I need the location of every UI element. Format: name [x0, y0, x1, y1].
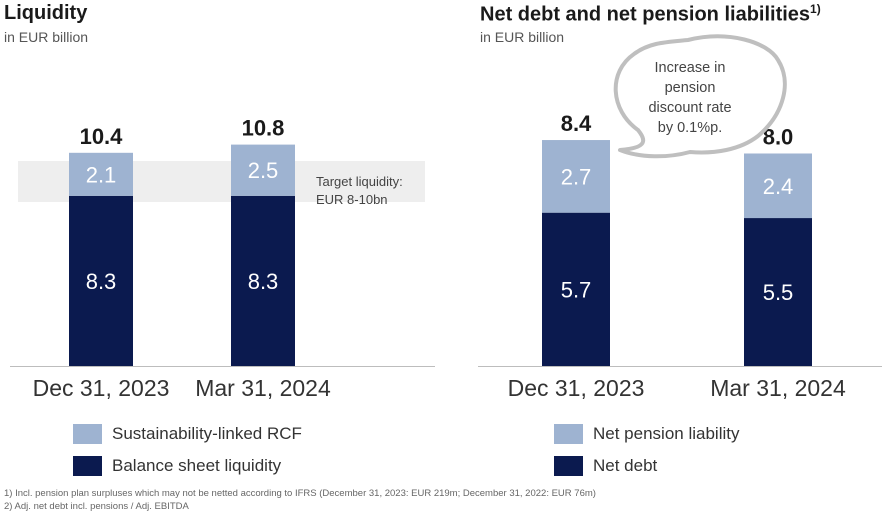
- callout-line-2: pension: [665, 80, 716, 96]
- footnote-2: 2) Adj. net debt incl. pensions / Adj. E…: [4, 501, 189, 512]
- value-label-pension-1: 2.7: [561, 164, 592, 189]
- target-band-label-2: EUR 8-10bn: [316, 192, 388, 207]
- legend-label-net-debt: Net debt: [593, 456, 658, 475]
- bar-rcf-1: [69, 152, 133, 196]
- callout-line-4: by 0.1%p.: [658, 120, 723, 136]
- net-debt-title-text: Net debt and net pension liabilities: [480, 3, 811, 26]
- legend-swatch-rcf: [73, 424, 102, 444]
- bar-rcf-2: [231, 144, 295, 196]
- x-tick-label-2: Mar 31, 2024: [710, 375, 846, 401]
- callout-line-1: Increase in: [655, 60, 726, 76]
- net-debt-legend: Net pension liability Net debt: [554, 418, 739, 482]
- total-label-1: 10.4: [80, 124, 124, 149]
- net-debt-title-footnote: 1): [810, 2, 821, 16]
- bar-balance-sheet-1: [69, 195, 133, 366]
- net-debt-subtitle: in EUR billion: [480, 29, 565, 45]
- value-label-net-debt-1: 5.7: [561, 277, 592, 302]
- net-debt-panel: Net debt and net pension liabilities1) i…: [478, 0, 882, 480]
- legend-swatch-net-debt: [554, 456, 583, 476]
- bar-pension-2: [744, 153, 812, 219]
- legend-swatch-balance-sheet: [73, 456, 102, 476]
- pension-callout-bubble: [613, 34, 787, 159]
- x-tick-label-1: Dec 31, 2023: [508, 375, 645, 401]
- legend-label-pension: Net pension liability: [593, 424, 740, 443]
- legend-swatch-pension: [554, 424, 583, 444]
- net-debt-title: Net debt and net pension liabilities1): [480, 2, 821, 27]
- liquidity-legend: Sustainability-linked RCF Balance sheet …: [73, 418, 302, 482]
- bar-net-debt-2: [744, 218, 812, 366]
- value-label-balance-sheet-1: 8.3: [86, 269, 117, 294]
- legend-item-rcf: Sustainability-linked RCF: [73, 418, 302, 450]
- bar-balance-sheet-2: [231, 195, 295, 366]
- liquidity-subtitle: in EUR billion: [4, 29, 89, 45]
- legend-item-pension: Net pension liability: [554, 418, 739, 450]
- liquidity-title: Liquidity: [4, 2, 88, 24]
- target-band-label-1: Target liquidity:: [316, 174, 403, 189]
- value-label-pension-2: 2.4: [763, 174, 794, 199]
- total-label-1: 8.4: [561, 111, 592, 136]
- x-tick-label-1: Dec 31, 2023: [33, 375, 170, 401]
- bar-net-debt-1: [542, 212, 610, 366]
- footnotes: 1) Incl. pension plan surpluses which ma…: [4, 487, 596, 513]
- value-label-balance-sheet-2: 8.3: [248, 269, 279, 294]
- legend-label-balance-sheet: Balance sheet liquidity: [112, 456, 282, 475]
- legend-label-rcf: Sustainability-linked RCF: [112, 424, 302, 443]
- value-label-rcf-1: 2.1: [86, 162, 117, 187]
- footnote-1: 1) Incl. pension plan surpluses which ma…: [4, 488, 596, 499]
- callout-line-3: discount rate: [648, 100, 731, 116]
- legend-item-balance-sheet: Balance sheet liquidity: [73, 450, 302, 482]
- legend-item-net-debt: Net debt: [554, 450, 739, 482]
- x-tick-label-2: Mar 31, 2024: [195, 375, 331, 401]
- liquidity-panel: Liquidity in EUR billion Target liquidit…: [0, 0, 440, 480]
- total-label-2: 10.8: [242, 116, 285, 141]
- liquidity-chart: Target liquidity: EUR 8-10bn 8.3 2.1 10.4 Dec…: [10, 116, 435, 401]
- value-label-net-debt-2: 5.5: [763, 280, 794, 305]
- value-label-rcf-2: 2.5: [248, 158, 279, 183]
- bar-pension-1: [542, 140, 610, 213]
